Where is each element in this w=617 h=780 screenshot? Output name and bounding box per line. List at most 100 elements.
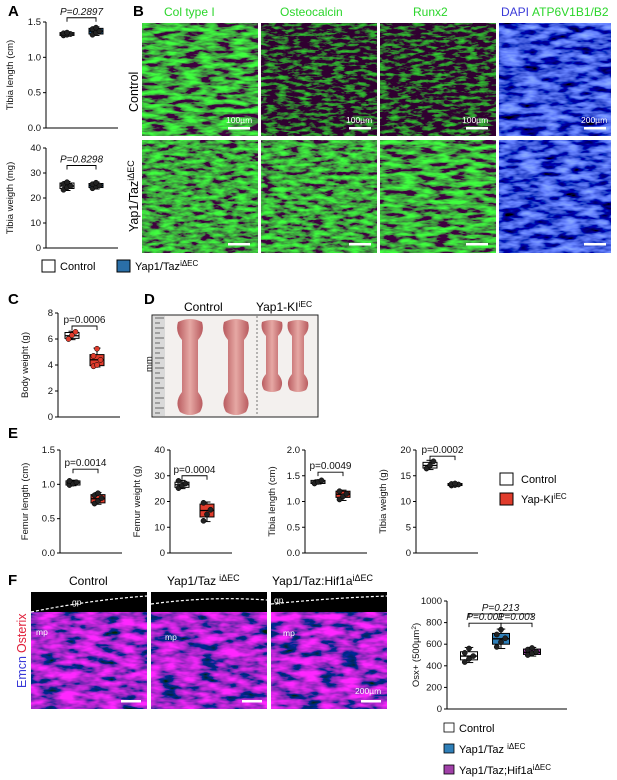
data-point (498, 639, 504, 645)
legend-swatch-hif1a (443, 764, 455, 775)
micrograph-osteocalcin-control (261, 23, 377, 136)
data-point (200, 517, 207, 524)
legend-swatch-control (499, 472, 514, 486)
chart-e-tibia-weight: 0 5 10 15 20 Tibia weigth (g) p=0.0002 (378, 445, 478, 559)
legend-swatch-mutant (116, 259, 131, 273)
scale-bar (349, 127, 371, 130)
data-point (466, 645, 472, 652)
y-tick-label: 200 (426, 682, 442, 693)
legend-label-mutant: Yap1/TaziΔEC (135, 259, 199, 273)
photo-label-yap1-ki: Yap1-KIiEC (256, 299, 312, 314)
data-point (461, 649, 468, 656)
micrograph-col-mutant (142, 140, 258, 253)
data-point (452, 480, 458, 487)
panel-d-bone-photo: Control Yap1-KIiEC mm (144, 299, 319, 418)
significance-bracket (72, 468, 99, 474)
micrograph-f-control (31, 612, 147, 709)
legend-swatch-ki (499, 492, 514, 506)
legend-swatch-yap1-taz (443, 743, 455, 754)
bone-ki-1 (261, 320, 283, 392)
y-tick-label: 5 (406, 522, 411, 533)
legend-label-control: Control (521, 474, 556, 486)
data-point (493, 631, 500, 638)
scale-bar (121, 700, 141, 703)
data-point (493, 644, 500, 650)
data-point (427, 462, 433, 469)
legend-f-label-0: Control (459, 723, 494, 735)
legend-e: Control Yap-KIiEC (499, 472, 567, 506)
y-tick-label: 0 (48, 412, 53, 423)
y-tick-label: 1.5 (287, 471, 300, 482)
f-header-control: Control (69, 574, 108, 588)
scale-bar (228, 127, 250, 130)
legend-a: Control Yap1/TaziΔEC (41, 259, 199, 273)
f-header-yap1-taz-hif1a: Yap1/Taz:Hif1aiΔEC (272, 573, 374, 588)
row-label-mutant: Yap1/TaziΔEC (126, 160, 141, 232)
bone-control-1 (177, 319, 203, 415)
legend-f: Control Yap1/Taz iΔEC Yap1/Taz;Hif1aiΔEC (443, 722, 551, 777)
scale-bar-label: 100µm (346, 115, 372, 125)
p-value: P=0.001 (466, 612, 504, 623)
data-point (498, 626, 504, 633)
y-tick-label: 1000 (421, 596, 442, 607)
micrograph-f-hif1a (271, 612, 387, 709)
data-point (204, 511, 210, 518)
growth-plate-line (270, 595, 388, 605)
column-header-runx2: Runx2 (413, 5, 448, 19)
data-point (200, 499, 207, 506)
p-value: P=0.213 (482, 603, 520, 614)
y-tick-label: 2.0 (287, 445, 300, 456)
data-point (175, 478, 182, 484)
micrograph-osteocalcin-mutant (261, 140, 377, 253)
data-point (93, 179, 99, 186)
ruler (153, 316, 165, 416)
y-tick-label: 10 (154, 522, 165, 533)
data-point (94, 345, 100, 352)
y-label-sup: 2 (411, 626, 418, 630)
y-tick-label: 0 (36, 243, 41, 254)
y-tick-label: 6 (48, 334, 53, 345)
data-point (207, 506, 214, 513)
y-tick-label: 30 (154, 471, 165, 482)
p-value: p=0.0004 (174, 465, 216, 476)
scale-bar (349, 243, 371, 246)
y-tick-label: 1.5 (28, 17, 41, 28)
panel-label-f: F (8, 572, 17, 589)
p-value: p=0.0049 (310, 461, 352, 472)
data-point (502, 635, 509, 642)
data-point (64, 29, 70, 36)
label-gp: gp (72, 597, 82, 607)
scale-bar-label: 100µm (226, 115, 252, 125)
data-point (64, 179, 70, 186)
bone-ki-2 (287, 320, 309, 392)
y-tick-label: 4 (48, 360, 53, 371)
significance-bracket (500, 622, 533, 628)
panel-label-d: D (144, 291, 155, 308)
significance-bracket (317, 471, 344, 477)
legend-swatch-control (443, 722, 455, 733)
y-tick-label: 20 (400, 445, 411, 456)
significance-bracket (468, 613, 533, 618)
micrograph-dapi-mutant (499, 140, 611, 253)
p-value: P=0.8298 (60, 155, 104, 166)
y-tick-label: 1.0 (28, 52, 41, 63)
y-tick-label: 30 (30, 168, 41, 179)
data-point (182, 480, 189, 487)
data-point (529, 645, 535, 651)
ruler-label-mm: mm (144, 356, 155, 372)
y-tick-label: 8 (48, 308, 53, 319)
micrograph-f-yap1-taz (151, 612, 267, 709)
y-tick-label: 0.5 (42, 514, 55, 525)
growth-plate-line (150, 598, 268, 605)
data-point (466, 655, 472, 662)
y-tick-label: 10 (30, 218, 41, 229)
legend-label-ki: Yap-KIiEC (521, 492, 567, 506)
data-point (461, 659, 468, 665)
micrograph-runx2-control (380, 23, 496, 136)
p-value: p=0.0002 (422, 445, 464, 456)
y-tick-label: 0.0 (28, 123, 41, 134)
y-tick-label: 0.0 (287, 548, 300, 559)
data-point (72, 329, 79, 335)
scale-bar (584, 243, 606, 246)
panel-label-b: B (133, 3, 144, 20)
